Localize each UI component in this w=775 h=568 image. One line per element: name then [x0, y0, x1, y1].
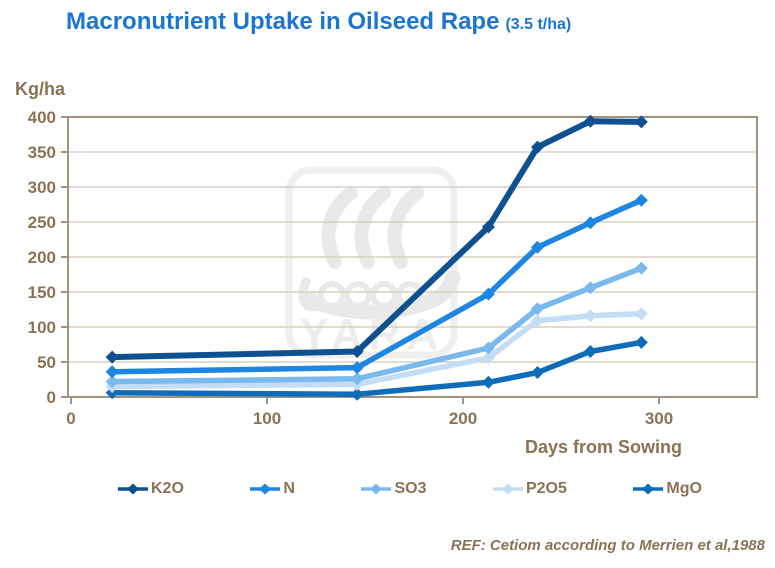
data-point-SO3	[583, 281, 597, 295]
data-point-K2O	[105, 350, 119, 364]
data-point-N	[105, 365, 119, 379]
data-point-P2O5	[530, 314, 544, 328]
chart-title-main: Macronutrient Uptake in Oilseed Rape	[66, 8, 500, 35]
y-tick-label: 150	[28, 283, 56, 302]
gridlines	[68, 151, 757, 363]
data-point-MgO	[350, 387, 364, 401]
data-point-MgO	[634, 335, 648, 349]
yara-watermark: YARA	[285, 166, 461, 359]
chart-title-subtitle: (3.5 t/ha)	[505, 16, 572, 33]
data-point-SO3	[350, 372, 364, 386]
data-point-P2O5	[634, 307, 648, 321]
x-axis-title: Days from Sowing	[524, 437, 682, 457]
series-N	[105, 193, 648, 379]
legend-item-MgO: MgO	[633, 480, 702, 498]
y-tick-label: 250	[28, 213, 56, 232]
data-point-K2O	[634, 115, 648, 129]
y-tick-label: 350	[28, 143, 56, 162]
x-tick-label: 200	[449, 409, 477, 428]
legend-item-K2O: K2O	[118, 480, 184, 498]
legend-marker-SO3	[361, 483, 392, 495]
data-point-N	[350, 361, 364, 375]
reference-text: REF: Cetiom according to Merrien et al,1…	[450, 537, 765, 554]
data-point-K2O	[530, 140, 544, 154]
data-point-N	[634, 193, 648, 207]
legend-label-N: N	[283, 480, 295, 497]
y-tick-label: 50	[37, 353, 56, 372]
legend-label-SO3: SO3	[394, 480, 427, 497]
data-point-SO3	[530, 302, 544, 316]
series-SO3	[105, 261, 648, 389]
data-point-P2O5	[583, 309, 597, 323]
y-tick-label: 400	[28, 108, 56, 127]
legend-item-SO3: SO3	[361, 480, 426, 498]
uptake-line-chart: YARA 0 50 100 150 200 250 300 350 400 0 100 200 300	[28, 108, 758, 428]
data-point-K2O	[583, 114, 597, 128]
data-point-N	[583, 216, 597, 230]
y-tick-label: 300	[28, 178, 56, 197]
data-point-SO3	[105, 375, 119, 389]
data-point-K2O	[481, 220, 495, 234]
data-point-SO3	[481, 341, 495, 355]
x-tick-label: 0	[66, 409, 75, 428]
y-tick-label: 200	[28, 248, 56, 267]
legend-label-P2O5: P2O5	[525, 480, 567, 497]
y-axis-unit-label: Kg/ha	[15, 79, 66, 99]
x-tick-label: 300	[645, 409, 673, 428]
chart-legend: K2O N SO3 P2O5 MgO	[118, 480, 702, 498]
data-point-P2O5	[481, 351, 495, 365]
data-point-K2O	[350, 345, 364, 358]
legend-item-N: N	[250, 480, 295, 498]
legend-marker-N	[250, 483, 281, 495]
y-tick-label: 100	[28, 318, 56, 337]
data-point-N	[481, 287, 495, 301]
axes: 0 50 100 150 200 250 300 350 400 0 100 200 300	[28, 108, 674, 428]
series-MgO	[105, 335, 648, 401]
x-tick-label: 100	[253, 409, 281, 428]
y-tick-label: 0	[47, 388, 56, 407]
series-K2O	[105, 114, 648, 364]
data-point-MgO	[481, 375, 495, 389]
data-point-N	[530, 240, 544, 254]
legend-marker-P2O5	[492, 483, 523, 495]
legend-label-MgO: MgO	[666, 480, 702, 497]
chart-title: Macronutrient Uptake in Oilseed Rape (3.5…	[66, 8, 571, 36]
legend-marker-MgO	[633, 483, 664, 495]
legend-marker-K2O	[118, 483, 148, 495]
data-point-SO3	[634, 261, 648, 275]
data-point-MgO	[583, 345, 597, 358]
data-point-MgO	[530, 366, 544, 379]
legend-label-K2O: K2O	[151, 480, 184, 497]
legend-item-P2O5: P2O5	[492, 480, 567, 498]
